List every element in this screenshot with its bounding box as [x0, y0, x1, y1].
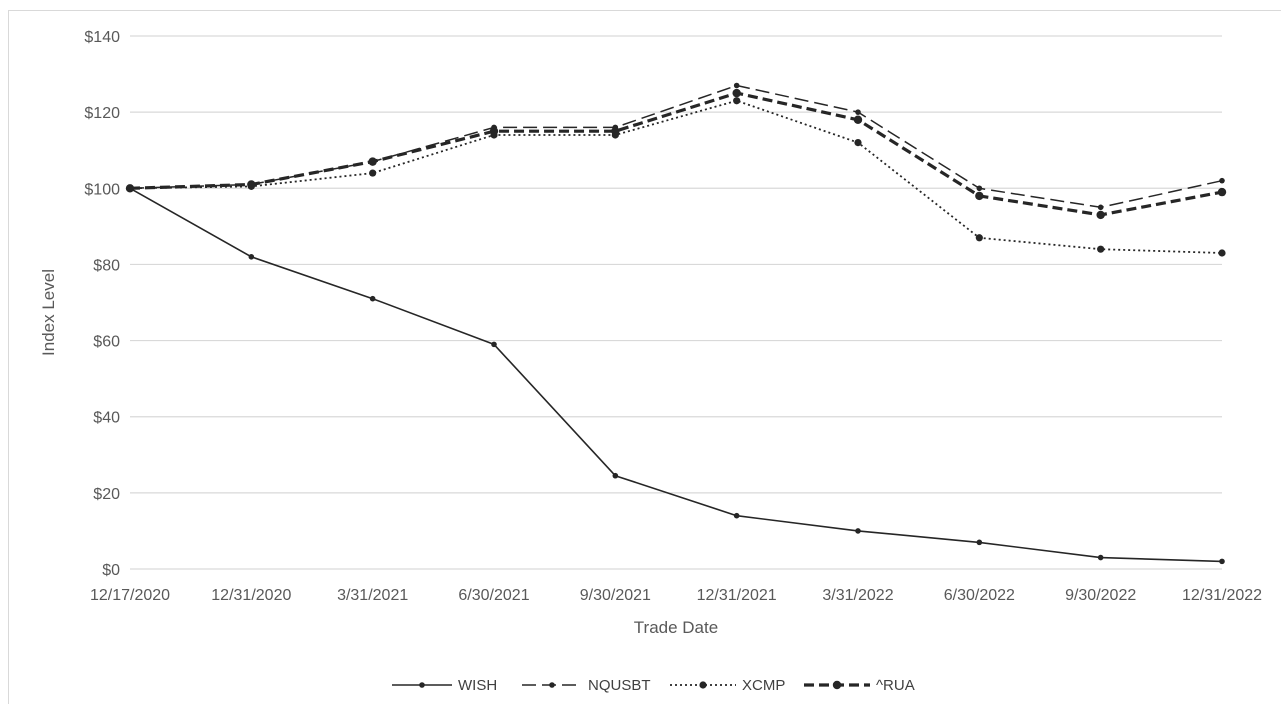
- y-tick-label: $100: [84, 181, 120, 198]
- legend-label: XCMP: [742, 677, 785, 694]
- legend-item: ^RUA: [804, 677, 915, 694]
- x-axis-ticks: 12/17/2020 12/31/2020 3/31/2021 6/30/2021 9/…: [90, 587, 1262, 604]
- data-point: [248, 254, 255, 260]
- x-axis-title: Trade Date: [634, 618, 718, 637]
- data-point: [855, 528, 861, 534]
- data-point: [125, 184, 135, 193]
- y-tick-label: $80: [93, 257, 120, 274]
- data-point: [247, 180, 256, 189]
- data-point: [976, 539, 983, 546]
- data-point: [611, 126, 620, 136]
- x-tick-label: 6/30/2021: [458, 587, 529, 604]
- x-tick-label: 3/31/2022: [822, 587, 893, 604]
- y-tick-label: $140: [84, 29, 120, 46]
- y-axis-ticks: $0 $20 $40 $60 $80 $100 $120 $140: [84, 29, 120, 579]
- series-nqusbt: [127, 82, 1225, 211]
- data-point: [976, 185, 983, 192]
- x-tick-label: 12/31/2022: [1182, 587, 1262, 604]
- data-point: [369, 169, 377, 177]
- x-tick-label: 12/17/2020: [90, 587, 170, 604]
- y-tick-label: $20: [93, 486, 120, 503]
- series-line: [129, 99, 1223, 254]
- data-point: [1218, 249, 1226, 257]
- legend-marker: [419, 682, 425, 688]
- data-point: [1097, 204, 1104, 211]
- legend: WISH NQUSBT XCMP ^RUA: [392, 677, 915, 694]
- data-point: [853, 115, 863, 124]
- data-point: [733, 97, 741, 105]
- data-point: [1097, 245, 1105, 253]
- series-rua: [125, 88, 1227, 220]
- legend-marker: [699, 681, 707, 689]
- gridlines: [130, 35, 1222, 570]
- legend-item: WISH: [392, 677, 497, 694]
- series-line: [129, 84, 1223, 209]
- data-point: [855, 109, 861, 115]
- data-point: [733, 82, 740, 89]
- y-tick-label: $60: [93, 334, 120, 351]
- series-line: [129, 187, 1223, 563]
- data-point: [975, 191, 984, 201]
- data-point: [491, 341, 497, 348]
- x-tick-label: 3/31/2021: [337, 587, 408, 604]
- legend-label: ^RUA: [876, 677, 915, 694]
- data-point: [368, 157, 377, 166]
- legend-item: XCMP: [670, 677, 785, 694]
- x-tick-label: 12/31/2021: [697, 587, 777, 604]
- series-wish: [127, 185, 1225, 565]
- legend-marker: [549, 682, 555, 688]
- chart-frame: [8, 10, 1281, 704]
- data-point: [733, 512, 740, 519]
- y-tick-label: $120: [84, 105, 120, 122]
- data-point: [1096, 210, 1105, 220]
- data-point: [854, 139, 862, 147]
- data-point: [1217, 187, 1227, 197]
- y-axis-title: Index Level: [39, 269, 58, 356]
- y-tick-label: $40: [93, 410, 120, 427]
- legend-label: NQUSBT: [588, 677, 651, 694]
- data-point: [732, 88, 741, 98]
- x-tick-label: 6/30/2022: [944, 587, 1015, 604]
- data-point: [1219, 558, 1225, 565]
- x-tick-label: 12/31/2020: [211, 587, 291, 604]
- data-point: [489, 126, 499, 136]
- data-point: [612, 472, 619, 479]
- legend-label: WISH: [458, 677, 497, 694]
- series-lines: [125, 82, 1227, 565]
- y-tick-label: $0: [102, 562, 120, 579]
- x-tick-label: 9/30/2022: [1065, 587, 1136, 604]
- data-point: [1219, 177, 1225, 184]
- series-line: [129, 91, 1223, 217]
- data-point: [1097, 554, 1104, 561]
- data-point: [369, 295, 376, 302]
- x-tick-label: 9/30/2021: [580, 587, 651, 604]
- legend-item: NQUSBT: [522, 677, 651, 694]
- legend-marker: [832, 680, 842, 690]
- data-point: [975, 234, 983, 242]
